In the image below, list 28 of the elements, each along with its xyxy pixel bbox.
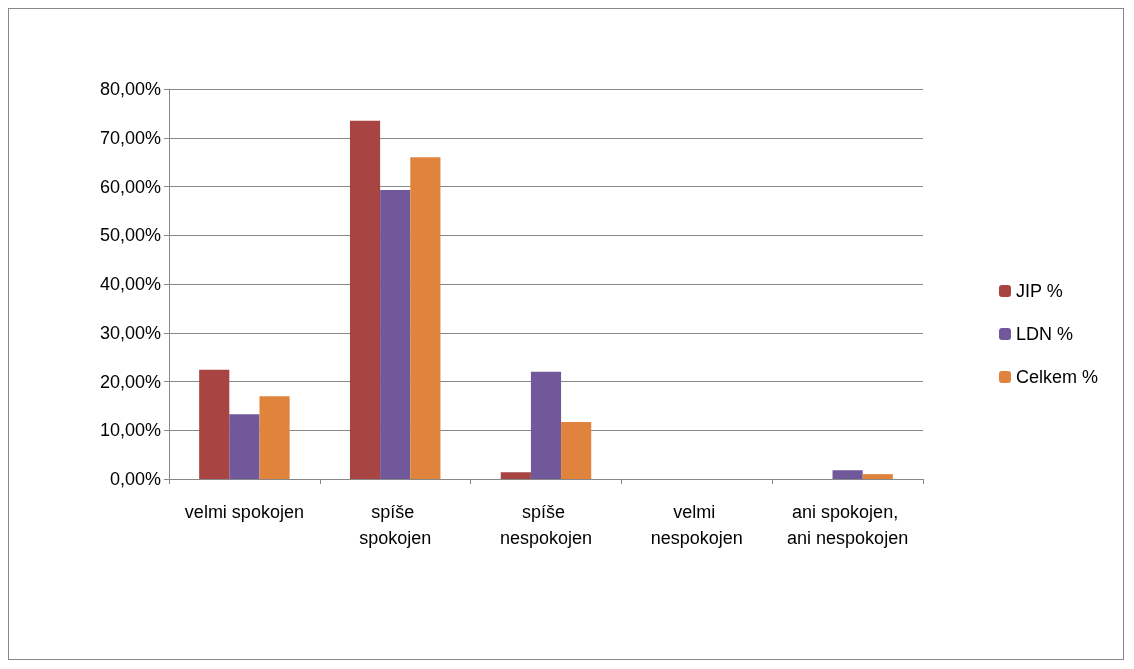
legend-label: LDN %	[1015, 324, 1073, 344]
x-tick-label: velmi nespokojen	[650, 502, 743, 548]
y-tick-label: 0,00%	[109, 469, 161, 489]
y-tick-label: 50,00%	[99, 225, 161, 246]
x-tick-label: velmi spokojen	[184, 502, 304, 522]
bar	[229, 414, 260, 479]
bar	[561, 421, 592, 479]
y-tick-label: 20,00%	[99, 371, 161, 392]
y-tick-label: 30,00%	[99, 322, 161, 343]
bar	[199, 369, 230, 479]
bar	[380, 189, 411, 479]
y-tick-label: 10,00%	[99, 420, 161, 441]
bar	[410, 157, 441, 479]
y-tick-label: 60,00%	[99, 176, 161, 197]
x-tick-label: spíše nespokojen	[499, 502, 593, 548]
x-tick-label: spíše spokojen	[359, 502, 432, 548]
bar	[862, 474, 893, 479]
bar	[259, 396, 290, 479]
bar	[500, 472, 531, 479]
legend-label: Celkem %	[1015, 367, 1099, 387]
bar	[832, 470, 863, 479]
legend-label: JIP %	[1015, 281, 1063, 301]
y-tick-label: 80,00%	[99, 79, 161, 99]
x-tick-label: ani spokojen, ani nespokojen	[787, 502, 909, 548]
y-tick-label: 70,00%	[99, 127, 161, 148]
bar	[530, 371, 562, 479]
y-tick-label: 40,00%	[99, 274, 161, 294]
bar	[349, 120, 381, 479]
